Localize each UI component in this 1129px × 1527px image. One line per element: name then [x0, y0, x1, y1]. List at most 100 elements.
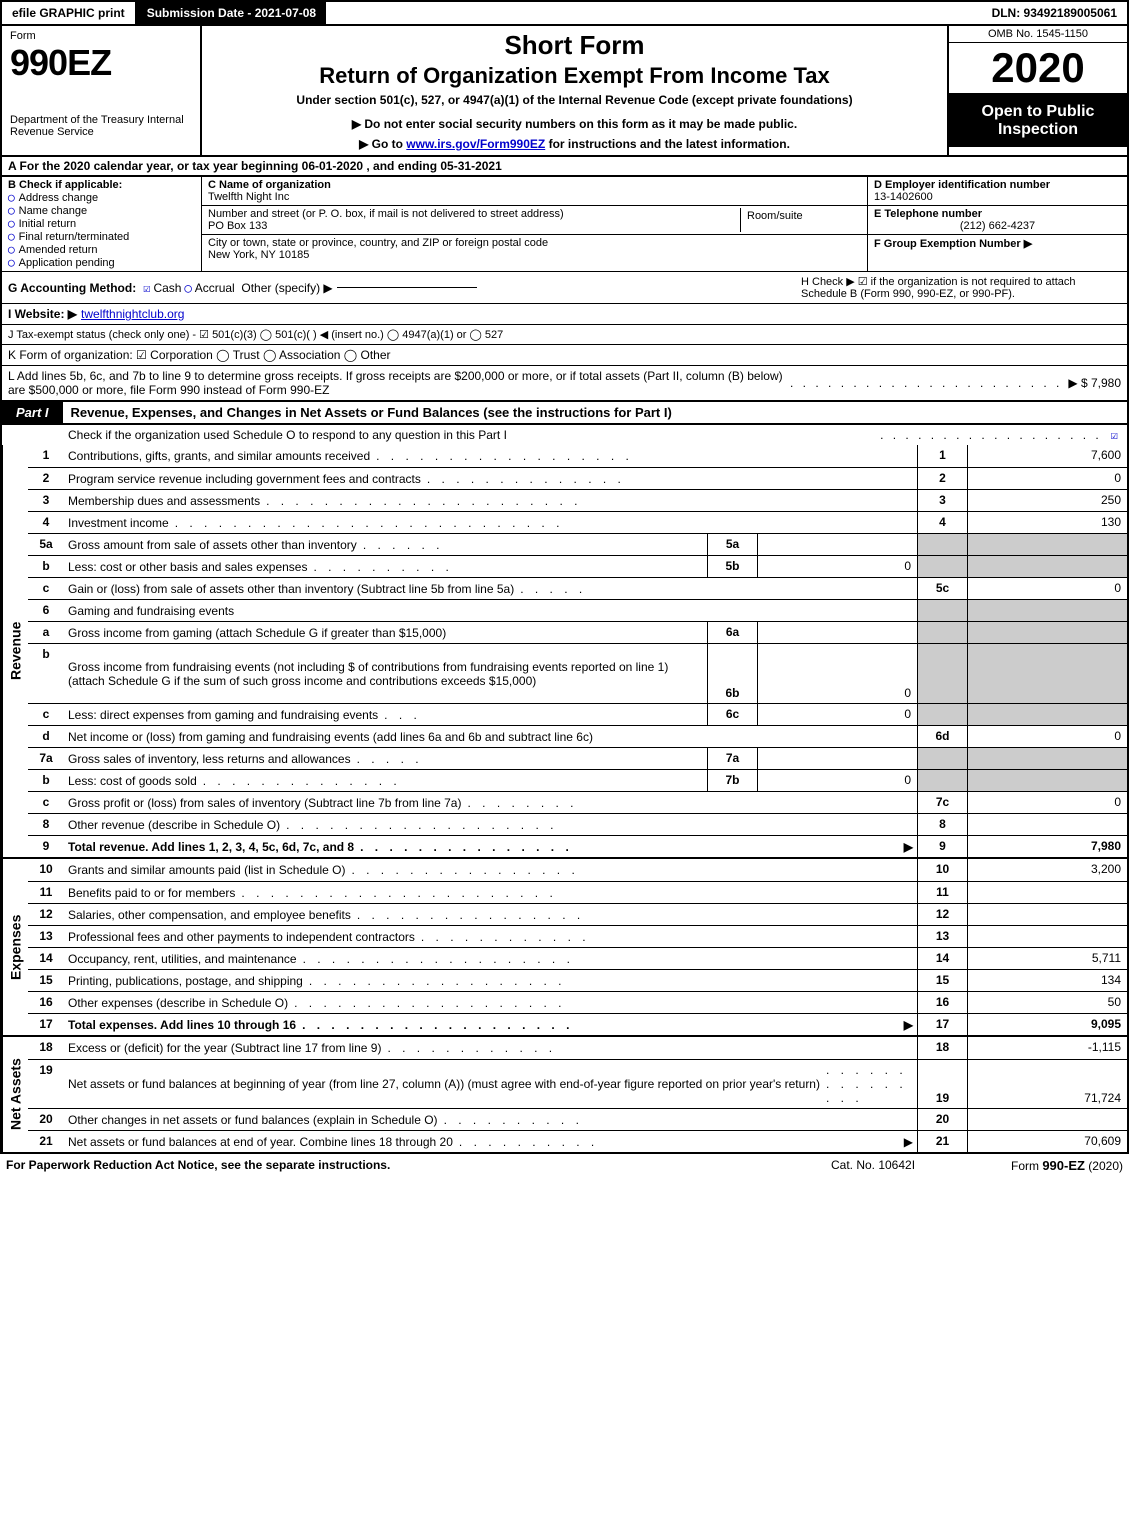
line-6b: b Gross income from fundraising events (…	[28, 643, 1127, 703]
paperwork-notice: For Paperwork Reduction Act Notice, see …	[6, 1158, 831, 1173]
line-6: 6 Gaming and fundraising events	[28, 599, 1127, 621]
line-19: 19 Net assets or fund balances at beginn…	[28, 1059, 1127, 1108]
line-18: 18 Excess or (deficit) for the year (Sub…	[28, 1037, 1127, 1059]
top-bar: efile GRAPHIC print Submission Date - 20…	[0, 0, 1129, 24]
subtitle: Under section 501(c), 527, or 4947(a)(1)…	[212, 93, 937, 107]
chk-amended-return[interactable]: ◯Amended return	[8, 243, 195, 256]
org-city: New York, NY 10185	[208, 249, 309, 261]
chk-initial-return[interactable]: ◯Initial return	[8, 217, 195, 230]
gross-receipts-value: ▶ $ 7,980	[1068, 376, 1121, 390]
col-b-check-applicable: B Check if applicable: ◯Address change ◯…	[2, 177, 202, 271]
chk-final-return[interactable]: ◯Final return/terminated	[8, 230, 195, 243]
line-6c-value: 0	[757, 704, 917, 725]
website-link[interactable]: twelfthnightclub.org	[81, 307, 184, 321]
line-16: 16 Other expenses (describe in Schedule …	[28, 991, 1127, 1013]
line-a-tax-year: A For the 2020 calendar year, or tax yea…	[0, 157, 1129, 177]
expenses-side-label: Expenses	[2, 859, 28, 1035]
line-3: 3 Membership dues and assessments. . . .…	[28, 489, 1127, 511]
line-1-value: 7,600	[967, 445, 1127, 467]
line-5c: c Gain or (loss) from sale of assets oth…	[28, 577, 1127, 599]
col-c-org-details: C Name of organization Twelfth Night Inc…	[202, 177, 867, 271]
efile-button[interactable]: efile GRAPHIC print	[2, 2, 137, 24]
dln-label: DLN: 93492189005061	[982, 2, 1127, 24]
line-4-value: 130	[967, 512, 1127, 533]
line-8: 8 Other revenue (describe in Schedule O)…	[28, 813, 1127, 835]
expenses-section: Expenses 10 Grants and similar amounts p…	[0, 859, 1129, 1037]
row-i-website: I Website: ▶ twelfthnightclub.org	[0, 303, 1129, 324]
line-11: 11 Benefits paid to or for members. . . …	[28, 881, 1127, 903]
line-18-value: -1,115	[967, 1037, 1127, 1059]
form-word: Form	[10, 30, 192, 42]
chk-schedule-o[interactable]: ☑	[1111, 428, 1118, 442]
row-l-gross-receipts: L Add lines 5b, 6c, and 7b to line 9 to …	[0, 365, 1129, 401]
line-10-value: 3,200	[967, 859, 1127, 881]
tel-cell: E Telephone number (212) 662-4237	[868, 206, 1127, 235]
chk-address-change[interactable]: ◯Address change	[8, 191, 195, 204]
line-15: 15 Printing, publications, postage, and …	[28, 969, 1127, 991]
line-12: 12 Salaries, other compensation, and emp…	[28, 903, 1127, 925]
tax-year: 2020	[949, 43, 1127, 95]
org-info-grid: B Check if applicable: ◯Address change ◯…	[0, 177, 1129, 271]
irs-link[interactable]: www.irs.gov/Form990EZ	[406, 137, 545, 151]
line-21-value: 70,609	[967, 1131, 1127, 1152]
line-6c: c Less: direct expenses from gaming and …	[28, 703, 1127, 725]
chk-accrual[interactable]: ◯	[184, 281, 191, 295]
submission-date-button[interactable]: Submission Date - 2021-07-08	[137, 2, 328, 24]
line-6a: a Gross income from gaming (attach Sched…	[28, 621, 1127, 643]
line-13: 13 Professional fees and other payments …	[28, 925, 1127, 947]
line-5b: b Less: cost or other basis and sales ex…	[28, 555, 1127, 577]
form-id-box: Form 990EZ Department of the Treasury In…	[2, 26, 202, 155]
page-footer: For Paperwork Reduction Act Notice, see …	[0, 1154, 1129, 1177]
revenue-side-label: Revenue	[2, 445, 28, 857]
line-15-value: 134	[967, 970, 1127, 991]
line-6b-value: 0	[757, 644, 917, 703]
chk-cash[interactable]: ☑	[143, 281, 150, 295]
tel-value: (212) 662-4237	[874, 220, 1121, 232]
cat-number: Cat. No. 10642I	[831, 1158, 1011, 1173]
group-exemption-cell: F Group Exemption Number ▶	[868, 235, 1127, 252]
line-20: 20 Other changes in net assets or fund b…	[28, 1108, 1127, 1130]
line-14-value: 5,711	[967, 948, 1127, 969]
line-7c-value: 0	[967, 792, 1127, 813]
room-suite-label: Room/suite	[741, 208, 861, 232]
other-specify-line[interactable]	[337, 287, 477, 288]
row-j-tax-exempt: J Tax-exempt status (check only one) - ☑…	[0, 324, 1129, 344]
city-cell: City or town, state or province, country…	[202, 235, 867, 263]
ein-cell: D Employer identification number 13-1402…	[868, 177, 1127, 206]
chk-application-pending[interactable]: ◯Application pending	[8, 256, 195, 269]
line-7b: b Less: cost of goods sold. . . . . . . …	[28, 769, 1127, 791]
revenue-section: Revenue 1 Contributions, gifts, grants, …	[0, 445, 1129, 859]
line-1: 1 Contributions, gifts, grants, and simi…	[28, 445, 1127, 467]
part-i-check-line: Check if the organization used Schedule …	[0, 425, 1129, 445]
org-name-cell: C Name of organization Twelfth Night Inc	[202, 177, 867, 206]
main-title: Return of Organization Exempt From Incom…	[212, 63, 937, 89]
line-2-value: 0	[967, 468, 1127, 489]
right-header-box: OMB No. 1545-1150 2020 Open to Public In…	[947, 26, 1127, 155]
line-4: 4 Investment income. . . . . . . . . . .…	[28, 511, 1127, 533]
line-5b-value: 0	[757, 556, 917, 577]
line-7b-value: 0	[757, 770, 917, 791]
line-7c: c Gross profit or (loss) from sales of i…	[28, 791, 1127, 813]
form-number: 990EZ	[10, 42, 192, 84]
org-name: Twelfth Night Inc	[208, 191, 289, 203]
row-h-schedule-b: H Check ▶ ☑ if the organization is not r…	[801, 275, 1121, 300]
line-14: 14 Occupancy, rent, utilities, and maint…	[28, 947, 1127, 969]
ein-value: 13-1402600	[874, 191, 933, 203]
chk-name-change[interactable]: ◯Name change	[8, 204, 195, 217]
line-5a: 5a Gross amount from sale of assets othe…	[28, 533, 1127, 555]
row-g-h: G Accounting Method: ☑Cash ◯Accrual Othe…	[0, 271, 1129, 303]
instructions-note: ▶ Go to www.irs.gov/Form990EZ for instru…	[212, 137, 937, 151]
form-header: Form 990EZ Department of the Treasury In…	[0, 24, 1129, 157]
short-form-title: Short Form	[212, 30, 937, 61]
org-address: PO Box 133	[208, 220, 267, 232]
accounting-method-label: G Accounting Method:	[8, 281, 136, 295]
line-17-value: 9,095	[967, 1014, 1127, 1035]
omb-number: OMB No. 1545-1150	[949, 26, 1127, 43]
line-19-value: 71,724	[967, 1060, 1127, 1108]
title-box: Short Form Return of Organization Exempt…	[202, 26, 947, 155]
part-i-header: Part I Revenue, Expenses, and Changes in…	[0, 401, 1129, 425]
line-5c-value: 0	[967, 578, 1127, 599]
line-17: 17 Total expenses. Add lines 10 through …	[28, 1013, 1127, 1035]
department-label: Department of the Treasury Internal Reve…	[10, 114, 192, 138]
line-3-value: 250	[967, 490, 1127, 511]
